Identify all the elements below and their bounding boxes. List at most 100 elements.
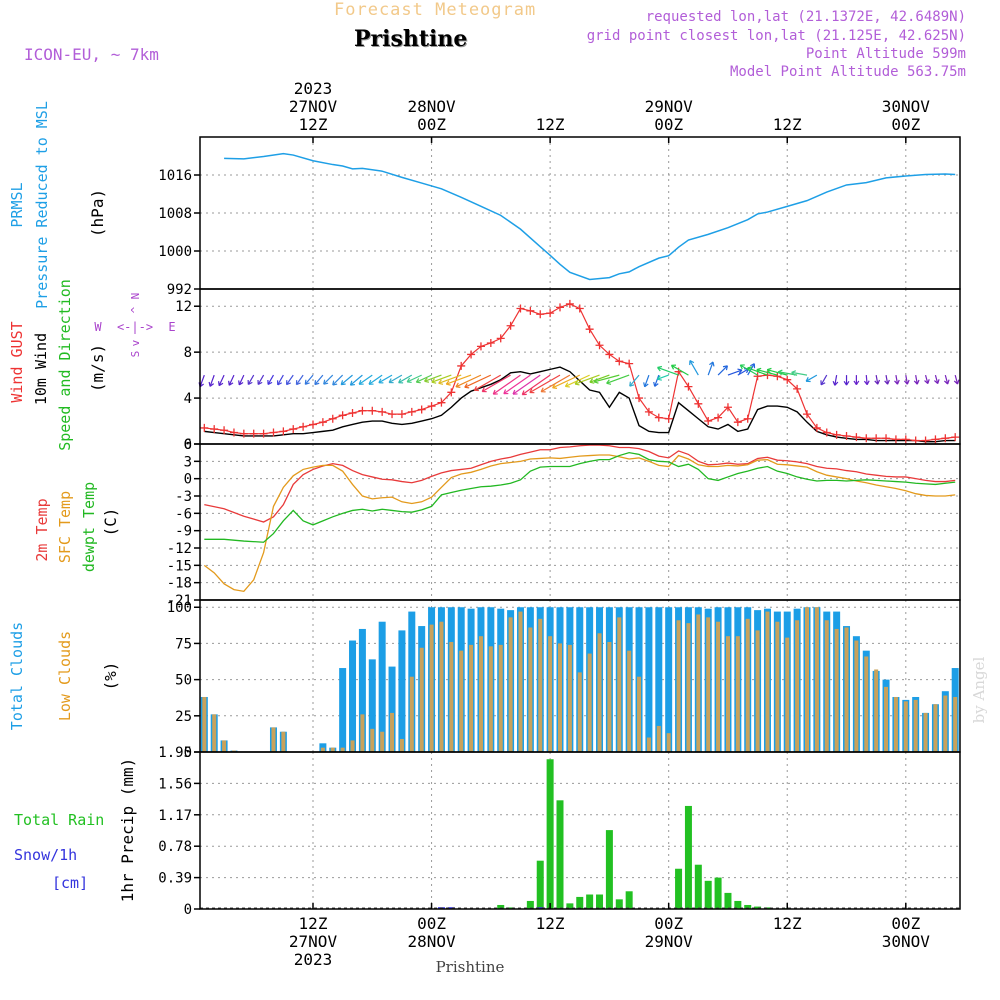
gust-marker: [951, 433, 960, 442]
low-cloud-bar: [340, 747, 345, 752]
gust-marker: [585, 325, 594, 334]
bottom-location-label: Prishtine: [436, 958, 505, 976]
low-cloud-bar: [884, 686, 889, 752]
temp-sfc-label: SFC Temp: [56, 491, 74, 563]
low-cloud-bar: [459, 650, 464, 752]
wind-arrow-head: [257, 379, 263, 385]
y-tick-label: 1016: [158, 168, 192, 184]
top-time-label: 00Z: [891, 115, 920, 134]
wind-arrow-head: [238, 380, 244, 386]
low-cloud-bar: [933, 704, 938, 752]
wind-direction-arrow: [424, 374, 442, 382]
gust-marker: [891, 435, 900, 444]
wind-arrow-head: [378, 378, 384, 384]
total-cloud-bar: [645, 607, 653, 752]
wind-direction-arrow: [885, 375, 889, 385]
gust-marker: [595, 341, 604, 350]
wind-direction-arrow: [606, 374, 630, 384]
low-cloud-bar: [577, 672, 582, 752]
low-cloud-bar: [281, 731, 286, 752]
watermark: by Angel: [970, 656, 988, 723]
y-tick-label: -18: [167, 576, 192, 592]
low-cloud-bar: [627, 650, 632, 752]
bottom-time-label: 12Z: [773, 914, 802, 933]
snow-bar: [536, 907, 544, 909]
low-cloud-bar: [745, 618, 750, 752]
low-cloud-bar: [943, 695, 948, 752]
wind-direction-arrow: [455, 374, 482, 388]
low-cloud-bar: [755, 630, 760, 752]
wind-direction-arrow: [512, 374, 541, 395]
bottom-time-label: 27NOV: [289, 932, 338, 951]
gust-marker: [239, 429, 248, 438]
t2m-line: [204, 444, 956, 523]
wind-direction-arrow: [199, 374, 205, 387]
gust-marker: [684, 382, 693, 391]
low-cloud-bar: [548, 636, 553, 752]
wind-arrow-head: [884, 379, 890, 385]
top-time-label: 00Z: [417, 115, 446, 134]
total-cloud-bar: [339, 668, 347, 752]
y-tick-label: 6: [184, 437, 192, 453]
compass-up: ^: [129, 306, 142, 313]
compass-s: S: [129, 351, 142, 358]
pressure-label-long: Pressure Reduced to MSL: [33, 101, 51, 309]
wind-arrow-head: [589, 378, 595, 384]
wind-direction-arrow: [747, 367, 768, 376]
wind-direction-arrow: [629, 374, 640, 387]
wind-arrow-head: [218, 381, 224, 387]
wind-arrow-head: [368, 379, 374, 385]
wind-direction-arrow: [247, 374, 255, 385]
wind-arrow-head: [913, 379, 920, 385]
y-tick-label: 0: [184, 745, 192, 761]
wind-arrow-head: [709, 361, 715, 367]
wind-direction-arrow: [594, 374, 620, 383]
low-cloud-bar: [735, 636, 740, 752]
y-tick-label: 0.78: [158, 839, 192, 855]
top-time-label: 12Z: [299, 115, 328, 134]
wind-direction-arrow: [644, 374, 650, 387]
wind-direction-arrow: [218, 374, 225, 386]
wind-10m-label: 10m Wind: [32, 333, 50, 405]
wind-arrow-head: [670, 364, 676, 370]
wind-direction-arrow: [350, 374, 363, 386]
rain-bar: [704, 880, 712, 909]
bottom-time-label: 00Z: [417, 914, 446, 933]
low-cloud-bar: [676, 620, 681, 752]
low-cloud-bar: [785, 637, 790, 752]
wind-direction-arrow: [689, 360, 699, 376]
low-cloud-bar: [854, 640, 859, 752]
wind-direction-arrow: [438, 374, 462, 384]
wind-arrow-head: [521, 390, 527, 396]
low-cloud-bar: [814, 607, 819, 752]
wind-arrow-head: [552, 383, 558, 389]
bottom-time-label: 00Z: [654, 914, 683, 933]
wind-direction-arrow: [431, 374, 452, 383]
low-cloud-bar: [419, 647, 424, 752]
low-cloud-bar: [212, 714, 217, 752]
rain-bar: [763, 907, 771, 909]
wind-arrow-head: [540, 387, 546, 393]
rain-bar: [744, 904, 752, 909]
gust-marker: [575, 304, 584, 313]
grid-lines: [200, 137, 960, 909]
wind-direction-arrow: [267, 374, 274, 385]
wind-direction-arrow: [286, 374, 294, 385]
wind-direction-arrow: [654, 374, 660, 387]
wind-direction-arrow: [378, 374, 393, 384]
wind-direction-arrow: [589, 374, 610, 383]
wind-direction-arrow: [446, 374, 472, 385]
wind-arrow-head: [791, 370, 797, 376]
wind-gust-label: Wind GUST: [8, 321, 26, 402]
total-rain-label: Total Rain: [14, 811, 104, 829]
wind-direction-arrow: [834, 375, 838, 386]
wind-arrow-head: [750, 363, 756, 369]
gust-marker: [605, 350, 614, 359]
gust-marker: [694, 399, 703, 408]
wind-direction-arrow: [209, 374, 215, 387]
wind-arrow-head: [853, 380, 860, 386]
wind-arrow-head: [653, 381, 659, 387]
wind-direction-arrow: [388, 374, 403, 384]
